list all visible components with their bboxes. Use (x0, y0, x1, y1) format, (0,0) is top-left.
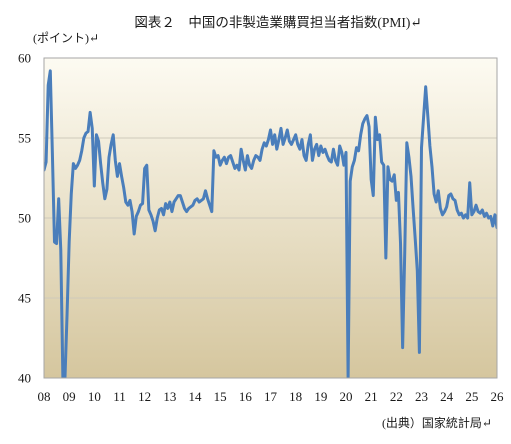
x-tick-label: 26 (491, 389, 505, 404)
x-tick-label: 15 (214, 389, 227, 404)
x-tick-label: 09 (63, 389, 76, 404)
x-tick-label: 22 (390, 389, 403, 404)
x-tick-label: 13 (163, 389, 176, 404)
source-note: (出典）国家統計局↵ (382, 415, 492, 430)
y-tick-label: 55 (18, 131, 31, 146)
x-tick-label: 19 (314, 389, 327, 404)
y-axis-unit-label: (ポイント)↵ (33, 31, 99, 45)
x-tick-label: 21 (365, 389, 378, 404)
x-tick-label: 12 (138, 389, 151, 404)
x-tick-label: 10 (88, 389, 101, 404)
x-tick-label: 23 (415, 389, 428, 404)
x-tick-label: 25 (465, 389, 478, 404)
x-tick-label: 20 (340, 389, 353, 404)
x-tick-label: 11 (113, 389, 126, 404)
y-tick-label: 60 (18, 51, 31, 66)
x-tick-label: 08 (38, 389, 51, 404)
y-axis-ticks: 40 45 50 55 60 (18, 51, 31, 386)
series-line (44, 69, 497, 378)
x-axis-ticks: 08 09 10 11 12 13 14 15 16 17 18 19 20 21 22 23 24 25 26 (38, 389, 505, 404)
chart-title: 図表２ 中国の非製造業購買担当者指数(PMI)↵ (134, 15, 421, 30)
x-tick-label: 24 (440, 389, 454, 404)
x-tick-label: 16 (239, 389, 253, 404)
y-tick-label: 50 (18, 211, 31, 226)
x-tick-label: 18 (289, 389, 302, 404)
y-tick-label: 40 (18, 371, 31, 386)
y-tick-label: 45 (18, 291, 31, 306)
x-tick-label: 17 (264, 389, 278, 404)
x-tick-label: 14 (189, 389, 203, 404)
plot-frame (43, 57, 498, 379)
